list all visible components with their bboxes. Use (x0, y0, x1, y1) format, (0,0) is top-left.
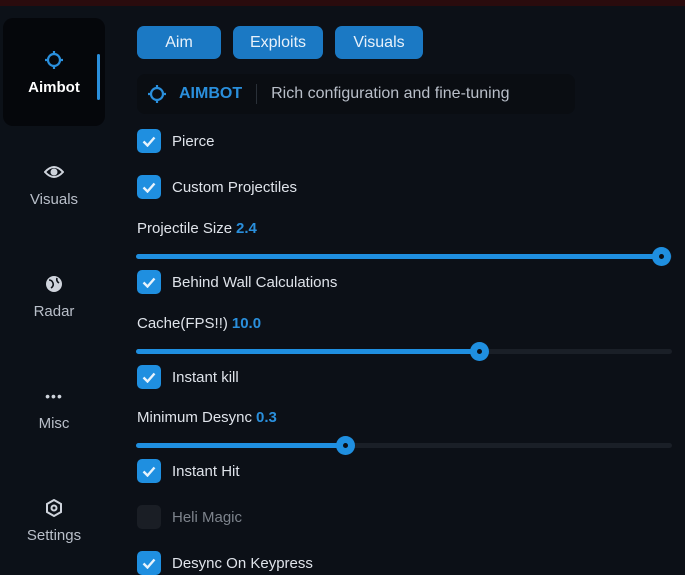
sidebar-item-label: Radar (33, 302, 75, 320)
sidebar-item-visuals[interactable]: Visuals (3, 130, 105, 238)
checkbox-desync-keypress[interactable]: Desync On Keypress (137, 551, 313, 575)
slider-value: 2.4 (236, 220, 257, 237)
section-title: AIMBOT (179, 85, 243, 102)
sidebar-item-settings[interactable]: Settings (3, 466, 105, 574)
slider-value: 0.3 (256, 409, 277, 426)
sidebar-item-label: Aimbot (28, 78, 80, 96)
slider-label: Minimum Desync (137, 409, 253, 426)
slider-min-desync[interactable] (136, 436, 672, 455)
slider-label: Cache(FPS!!) (137, 315, 228, 332)
divider (256, 84, 258, 104)
checkbox-label: Pierce (172, 132, 215, 150)
sidebar: Aimbot Visuals Radar ••• Misc Settings (0, 6, 110, 575)
slider-handle[interactable] (470, 342, 490, 361)
sidebar-item-aimbot[interactable]: Aimbot (3, 18, 105, 126)
tab-visuals[interactable]: Visuals (335, 26, 423, 59)
checkbox-label: Heli Magic (172, 508, 243, 526)
dots-icon: ••• (45, 387, 63, 404)
checkbox-box[interactable] (137, 129, 161, 153)
checkbox-box[interactable] (137, 459, 161, 483)
slider-label-cache: Cache(FPS!!) 10.0 (137, 315, 261, 332)
sidebar-item-radar[interactable]: Radar (3, 242, 105, 350)
tab-aim[interactable]: Aim (137, 26, 221, 59)
slider-label: Projectile Size (137, 220, 233, 237)
slider-fill (136, 254, 662, 259)
section-subtitle: Rich configuration and fine-tuning (271, 85, 510, 102)
checkbox-label: Desync On Keypress (172, 554, 313, 572)
sidebar-item-label: Visuals (29, 190, 79, 208)
checkbox-box[interactable] (137, 270, 161, 294)
slider-fill (136, 349, 480, 354)
checkbox-box[interactable] (137, 551, 161, 575)
window-top-strip (0, 0, 685, 6)
checkbox-custom-projectiles[interactable]: Custom Projectiles (137, 175, 297, 199)
checkbox-heli-magic[interactable]: Heli Magic (137, 505, 242, 529)
tab-bar: Aim Exploits Visuals (137, 26, 423, 59)
slider-handle[interactable] (336, 436, 356, 455)
checkbox-label: Custom Projectiles (172, 178, 298, 196)
slider-cache[interactable] (136, 342, 672, 361)
checkbox-label: Instant Hit (172, 462, 240, 480)
tab-exploits[interactable]: Exploits (233, 26, 323, 59)
sidebar-item-label: Settings (26, 526, 82, 544)
section-header: AIMBOT Rich configuration and fine-tunin… (137, 74, 575, 114)
checkbox-pierce[interactable]: Pierce (137, 129, 215, 153)
checkbox-label: Instant kill (172, 368, 239, 386)
checkbox-label: Behind Wall Calculations (172, 273, 338, 291)
checkbox-box[interactable] (137, 365, 161, 389)
globe-icon (43, 273, 65, 295)
checkbox-instant-kill[interactable]: Instant kill (137, 365, 239, 389)
eye-icon (43, 161, 65, 183)
active-indicator (97, 54, 100, 100)
slider-projectile-size[interactable] (136, 247, 672, 266)
sidebar-item-label: Misc (38, 414, 70, 432)
slider-label-min-desync: Minimum Desync 0.3 (137, 409, 277, 426)
gear-icon (43, 497, 65, 519)
checkbox-instant-hit[interactable]: Instant Hit (137, 459, 240, 483)
sidebar-item-misc[interactable]: ••• Misc (3, 354, 105, 462)
slider-label-projectile-size: Projectile Size 2.4 (137, 220, 257, 237)
checkbox-box[interactable] (137, 175, 161, 199)
checkbox-behind-wall[interactable]: Behind Wall Calculations (137, 270, 337, 294)
slider-fill (136, 443, 346, 448)
slider-value: 10.0 (231, 315, 262, 332)
checkbox-box[interactable] (137, 505, 161, 529)
crosshair-icon (43, 49, 65, 71)
crosshair-icon (147, 84, 167, 104)
slider-handle[interactable] (652, 247, 672, 266)
